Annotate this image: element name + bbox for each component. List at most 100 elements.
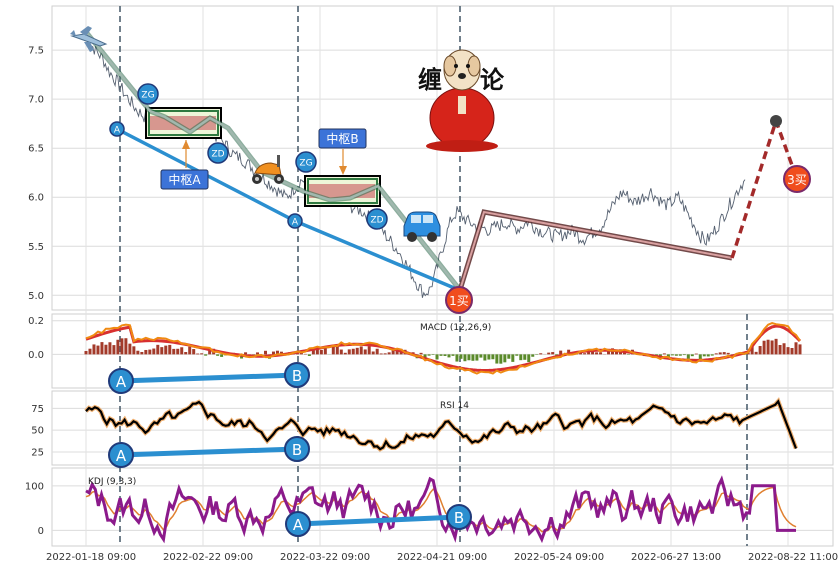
x-tick-label: 2022-05-24 09:00 <box>514 552 604 563</box>
macd-bar <box>367 346 371 355</box>
x-tick-label: 2022-08-22 11:00 <box>748 552 838 563</box>
macd-bar <box>443 354 447 357</box>
macd-bar <box>463 354 467 362</box>
macd-bar <box>331 347 335 355</box>
macd-bar <box>204 354 208 356</box>
macd-bar <box>192 349 196 355</box>
macd-bar <box>702 354 706 357</box>
macd-bar <box>507 354 511 359</box>
macd-bar <box>798 344 802 355</box>
macd-dif-line <box>85 322 801 375</box>
macd-bar <box>527 354 531 363</box>
macd-bar <box>495 354 499 364</box>
macd-bar <box>395 349 399 355</box>
macd-bar <box>451 354 455 356</box>
price-tick-label: 5.0 <box>28 291 44 302</box>
zd-a-badge: ZD <box>207 142 229 164</box>
macd-bar <box>88 348 92 355</box>
macd-bar <box>256 352 260 355</box>
macd-bar <box>718 352 722 355</box>
macd-bar <box>435 354 439 360</box>
macd-bar <box>666 354 670 358</box>
macd-bar <box>279 351 283 355</box>
macd-bar <box>351 348 355 355</box>
x-axis-labels: 2022-01-18 09:00 2022-02-22 09:00 2022-03-… <box>46 552 838 563</box>
macd-bar <box>116 339 120 355</box>
macd-bar <box>511 354 515 362</box>
macd-bar <box>455 354 459 362</box>
price-a-marker-2: A <box>287 213 303 229</box>
macd-bar <box>220 354 224 357</box>
macd-bar <box>499 354 503 364</box>
zd-b-badge: ZD <box>366 208 388 230</box>
macd-bar <box>447 354 451 358</box>
macd-bar <box>208 350 212 355</box>
macd-bar <box>591 350 595 355</box>
macd-bar <box>539 353 543 355</box>
svg-text:1买: 1买 <box>449 294 469 308</box>
macd-bar <box>770 340 774 355</box>
macd-bar <box>100 342 104 355</box>
macd-bar <box>196 353 200 355</box>
zhongshu-a-label: 中枢A <box>160 140 209 190</box>
rsi-b-marker: B <box>284 436 310 462</box>
svg-text:B: B <box>292 441 302 459</box>
macd-bar <box>706 354 710 357</box>
macd-bar <box>180 347 184 355</box>
future-peak-dot <box>770 115 782 127</box>
macd-bar <box>355 347 359 355</box>
macd-bar <box>559 350 563 355</box>
kdj-b-marker: B <box>446 504 472 530</box>
rsi-grid: 25 50 75 <box>31 404 833 458</box>
macd-bar <box>140 351 144 355</box>
macd-bar <box>726 352 730 355</box>
macd-bar <box>152 348 156 355</box>
macd-bar <box>551 352 555 355</box>
svg-text:ZG: ZG <box>299 159 312 169</box>
macd-bar <box>335 346 339 355</box>
macd-bar <box>662 353 666 355</box>
macd-bar <box>750 346 754 355</box>
kdj-divergence-line <box>297 514 460 527</box>
macd-bar <box>343 352 347 355</box>
macd-bar <box>184 352 188 355</box>
macd-bar <box>523 354 527 360</box>
svg-text:B: B <box>292 367 302 385</box>
rsi-tick-label: 25 <box>31 447 44 458</box>
macd-bar <box>311 349 315 355</box>
price-panel: 5.0 5.5 6.0 6.5 7.0 7.5 <box>28 5 834 311</box>
macd-bar <box>615 351 619 355</box>
macd-tick-label: 0.2 <box>28 316 44 327</box>
macd-bar <box>766 339 770 355</box>
macd-bar <box>120 338 124 355</box>
macd-bar <box>503 354 507 363</box>
macd-bar <box>487 354 491 360</box>
rsi-label: RSI 14 <box>440 401 469 411</box>
macd-bar <box>148 349 152 355</box>
svg-text:A: A <box>293 516 304 534</box>
rsi-tick-label: 50 <box>31 426 44 437</box>
svg-text:论: 论 <box>480 65 505 94</box>
price-a-marker-1: A <box>109 121 125 137</box>
macd-bar <box>323 348 327 355</box>
macd-bar <box>112 345 116 355</box>
macd-label: MACD (12,26,9) <box>420 323 491 333</box>
macd-bar <box>124 338 128 355</box>
macd-bar <box>383 353 387 355</box>
macd-bar <box>519 354 523 361</box>
kdj-d-line <box>85 486 797 533</box>
macd-bar <box>431 354 435 355</box>
zg-a-badge: ZG <box>137 83 159 105</box>
macd-bar <box>104 344 108 355</box>
macd-bar <box>483 354 487 361</box>
svg-text:中枢B: 中枢B <box>326 131 358 146</box>
x-tick-label: 2022-02-22 09:00 <box>163 552 253 563</box>
macd-bar <box>271 351 275 355</box>
macd-bar <box>315 349 319 355</box>
macd-bar <box>774 338 778 355</box>
macd-bar <box>144 349 148 355</box>
kdj-tick-label: 100 <box>25 481 44 492</box>
macd-bar <box>678 354 682 356</box>
